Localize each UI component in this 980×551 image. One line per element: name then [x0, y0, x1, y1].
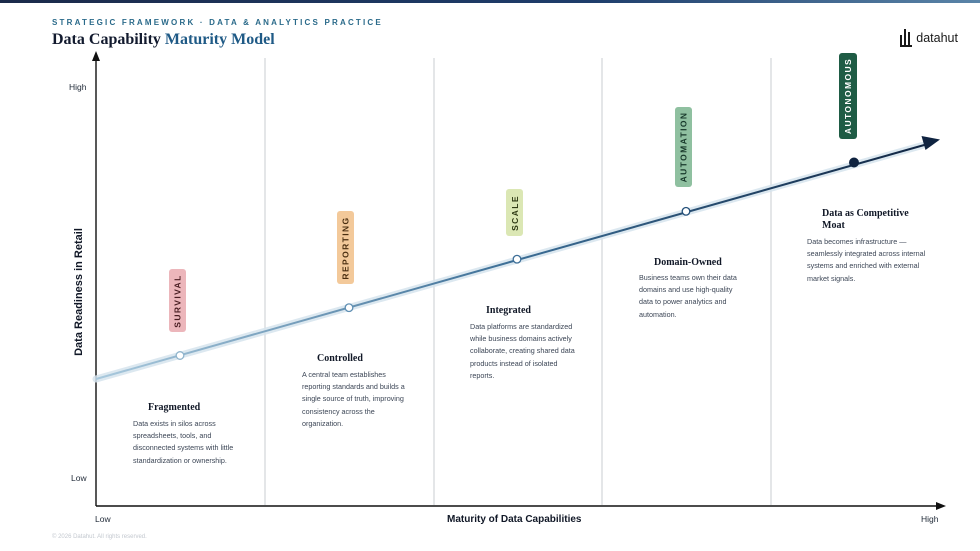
stage-tag-reporting: REPORTING	[337, 211, 354, 284]
y-axis-arrow-icon	[92, 51, 100, 61]
eyebrow-text: STRATEGIC FRAMEWORK · DATA & ANALYTICS P…	[52, 18, 383, 27]
stage-marker-4	[681, 206, 691, 216]
stage-desc-integrated: Data platforms are standardized while bu…	[470, 322, 575, 380]
stage-title-integrated: Integrated	[486, 305, 531, 316]
stage-tag-survival: SURVIVAL	[169, 269, 186, 332]
stage-title-domain-owned: Domain-Owned	[654, 257, 722, 268]
stage-marker-2	[344, 303, 354, 313]
y-axis-label: Data Readiness in Retail	[73, 228, 85, 356]
stage-title-fragmented: Fragmented	[148, 402, 201, 413]
stage-title-controlled: Controlled	[317, 353, 363, 364]
stage-desc-fragmented: Data exists in silos across spreadsheets…	[133, 419, 234, 465]
stage-tag-label: SCALE	[509, 194, 520, 231]
y-axis-low-label: Low	[71, 473, 87, 483]
stage-desc-controlled: A central team establishes reporting sta…	[302, 370, 405, 428]
stage-title-competitive-moat: Data as Competitive Moat	[822, 208, 909, 231]
copyright-footer: © 2026 Datahut. All rights reserved.	[52, 534, 147, 540]
stage-desc-competitive-moat: Data becomes infrastructure — seamlessly…	[807, 237, 926, 283]
page-title: Data Capability Maturity Model	[52, 31, 275, 49]
stage-tag-scale: SCALE	[506, 189, 523, 236]
title-accent: Maturity Model	[164, 31, 275, 48]
x-axis-high-label: High	[921, 514, 939, 524]
stage-marker-1	[175, 351, 185, 360]
stage-marker-3	[512, 254, 522, 264]
stage-tag-autonomous: AUTONOMOUS	[839, 53, 857, 139]
stage-tag-label: SURVIVAL	[172, 273, 183, 328]
stage-tag-label: AUTOMATION	[678, 111, 689, 183]
top-accent-bar	[0, 0, 980, 3]
stage-tag-label: AUTONOMOUS	[843, 57, 853, 135]
title-main: Data Capability	[52, 31, 161, 48]
datahut-logo-icon	[900, 29, 913, 47]
y-axis-high-label: High	[69, 82, 87, 92]
logo-text: datahut	[916, 31, 958, 45]
datahut-logo: datahut	[899, 27, 958, 49]
stage-tag-automation: AUTOMATION	[675, 107, 692, 187]
stage-marker-5	[849, 157, 859, 168]
stage-desc-domain-owned: Business teams own their data domains an…	[639, 273, 737, 319]
trend-arrow-head-icon	[921, 136, 940, 150]
trend-line	[95, 143, 927, 380]
x-axis-arrow-icon	[936, 502, 946, 510]
stage-tag-label: REPORTING	[340, 215, 351, 280]
x-axis-label: Maturity of Data Capabilities	[447, 514, 582, 525]
x-axis-low-label: Low	[95, 514, 111, 524]
